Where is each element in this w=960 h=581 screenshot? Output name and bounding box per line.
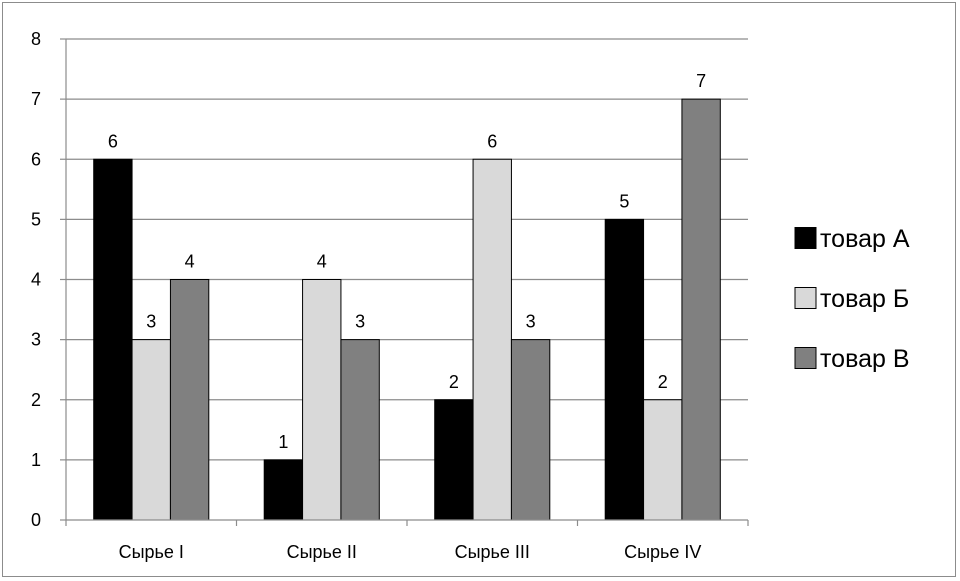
data-label: 4 [185,252,195,272]
data-label: 6 [487,131,497,151]
axis-layer [60,38,749,526]
x-tick-label: Сырье IV [624,542,701,562]
bar-2-4 [643,399,683,521]
bar-1-1 [93,158,133,521]
bar-3-1 [169,279,210,521]
bar-1-2 [263,459,304,521]
label-layer: 0 1 2 3 4 5 6 7 8 6 3 4 Сырье I 1 4 3 Сырье II 2 6 3 Сырье I… [31,29,706,562]
legend-label: товар В [820,345,910,373]
legend-swatch [794,287,817,309]
y-tick-label: 5 [31,209,41,229]
y-tick-label: 0 [31,510,41,530]
y-tick-label: 3 [31,330,41,350]
x-tick-label: Сырье II [287,542,357,562]
data-label: 2 [658,372,668,392]
bar-2-2 [302,279,342,521]
data-label: 2 [449,372,459,392]
bar-1-3 [434,399,474,521]
data-label: 6 [108,131,118,151]
y-tick-label: 2 [31,390,41,410]
data-label: 3 [355,312,365,332]
bar-1-4 [604,218,645,521]
bar-3-4 [681,98,721,521]
bar-3-3 [510,339,551,521]
bar-2-1 [131,339,171,521]
y-tick-label: 4 [31,270,41,290]
x-tick-label: Сырье III [455,542,530,562]
y-tick-label: 1 [31,450,41,470]
data-label: 1 [278,432,288,452]
y-tick-label: 7 [31,89,41,109]
data-label: 7 [696,71,706,91]
y-tick-label: 6 [31,149,41,169]
data-label: 4 [317,252,327,272]
bar-layer [93,98,721,521]
y-tick-label: 8 [31,29,41,49]
bar-3-2 [340,339,380,521]
x-tick-label: Сырье I [119,542,184,562]
legend-swatch [794,227,817,249]
bar-2-3 [472,158,512,521]
data-label: 5 [619,191,629,211]
legend: товар А товар Б товар В [794,225,910,373]
legend-label: товар А [820,225,910,253]
legend-label: товар Б [820,285,909,313]
legend-swatch [794,347,817,369]
data-label: 3 [146,312,156,332]
data-label: 3 [526,312,536,332]
